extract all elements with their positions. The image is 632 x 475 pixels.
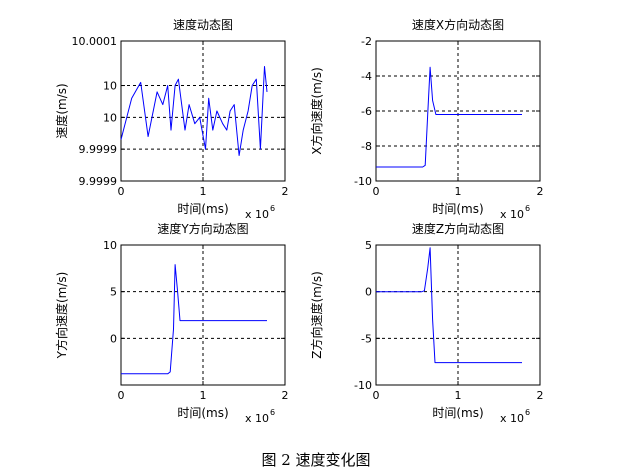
x-tick-label: 1 — [455, 185, 462, 198]
chart-title: 速度动态图 — [173, 17, 233, 32]
x-tick-label: 0 — [118, 185, 125, 198]
x-tick-label: 0 — [373, 389, 380, 402]
x-exponent-power: 6 — [270, 408, 275, 417]
x-axis-label: 时间(ms) — [177, 202, 228, 216]
y-axis-label: Y方向速度(m/s) — [54, 272, 69, 360]
series-line — [376, 247, 522, 364]
x-tick-label: 2 — [282, 389, 289, 402]
y-tick-label: 5 — [365, 239, 372, 252]
y-tick-label: -10 — [354, 175, 372, 188]
y-tick-label: -8 — [361, 140, 372, 153]
y-tick-label: -10 — [354, 379, 372, 392]
figure-caption: 图 2 速度变化图 — [261, 451, 371, 469]
y-tick-label: 0 — [365, 286, 372, 299]
series-line — [121, 264, 267, 375]
y-tick-label: -5 — [361, 332, 372, 345]
y-tick-label: 10 — [103, 239, 117, 252]
series-line — [376, 66, 522, 168]
x-axis-label: 时间(ms) — [177, 406, 228, 420]
chart-title: 速度X方向动态图 — [412, 17, 504, 32]
y-tick-label: -6 — [361, 105, 372, 118]
x-axis-label: 时间(ms) — [432, 202, 483, 216]
x-tick-label: 0 — [373, 185, 380, 198]
x-exponent-label: x 10 — [500, 208, 524, 221]
x-tick-label: 0 — [118, 389, 125, 402]
y-tick-label: 9.9999 — [79, 175, 118, 188]
y-axis-label: Z方向速度(m/s) — [309, 271, 324, 359]
x-exponent-label: x 10 — [245, 208, 269, 221]
x-axis-label: 时间(ms) — [432, 406, 483, 420]
y-tick-label: 5 — [110, 286, 117, 299]
x-exponent-power: 6 — [525, 408, 530, 417]
x-tick-label: 1 — [200, 389, 207, 402]
y-tick-label: -4 — [361, 70, 372, 83]
x-tick-label: 2 — [537, 185, 544, 198]
x-exponent-label: x 10 — [245, 412, 269, 425]
x-tick-label: 2 — [537, 389, 544, 402]
y-tick-label: 9.9999 — [79, 143, 118, 156]
y-tick-label: 10.0001 — [72, 35, 118, 48]
y-tick-label: 10 — [103, 111, 117, 124]
chart-title: 速度Y方向动态图 — [157, 221, 248, 236]
y-axis-label: X方向速度(m/s) — [309, 67, 324, 155]
series-line — [120, 66, 268, 156]
x-exponent-power: 6 — [270, 204, 275, 213]
chart-title: 速度Z方向动态图 — [412, 221, 504, 236]
y-tick-label: -2 — [361, 35, 372, 48]
x-tick-label: 1 — [455, 389, 462, 402]
y-tick-label: 10 — [103, 80, 117, 93]
x-tick-label: 1 — [200, 185, 207, 198]
y-axis-label: 速度(m/s) — [54, 83, 69, 138]
y-tick-label: 0 — [110, 332, 117, 345]
x-exponent-label: x 10 — [500, 412, 524, 425]
x-tick-label: 2 — [282, 185, 289, 198]
x-exponent-power: 6 — [525, 204, 530, 213]
